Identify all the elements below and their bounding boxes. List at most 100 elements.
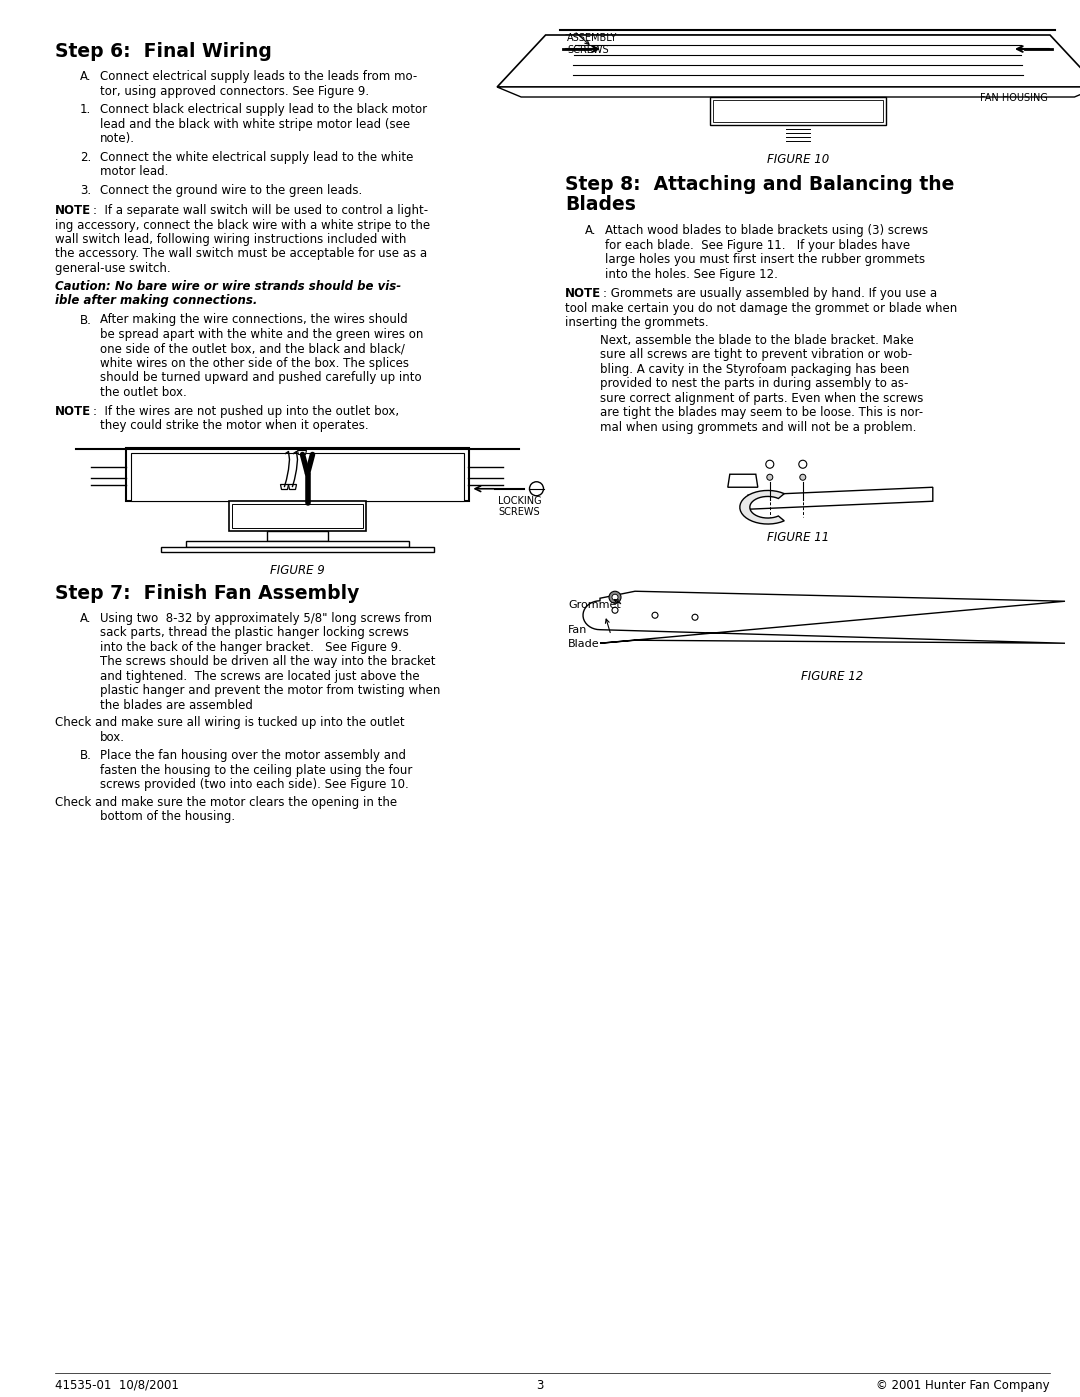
Text: The screws should be driven all the way into the bracket: The screws should be driven all the way …: [100, 655, 435, 668]
Circle shape: [609, 591, 621, 604]
Text: A.: A.: [585, 225, 596, 237]
Text: LOCKING: LOCKING: [499, 496, 542, 506]
Circle shape: [652, 612, 658, 619]
Text: motor lead.: motor lead.: [100, 165, 168, 177]
Polygon shape: [497, 87, 1080, 96]
Text: into the holes. See Figure 12.: into the holes. See Figure 12.: [605, 268, 778, 281]
Text: box.: box.: [100, 731, 125, 743]
Text: FAN HOUSING: FAN HOUSING: [981, 94, 1048, 103]
Text: Next, assemble the blade to the blade bracket. Make: Next, assemble the blade to the blade br…: [600, 334, 914, 346]
Bar: [710, 96, 886, 124]
Polygon shape: [557, 35, 1038, 80]
Text: Step 6:  Final Wiring: Step 6: Final Wiring: [55, 42, 272, 61]
Circle shape: [767, 474, 773, 481]
Text: SCREWS: SCREWS: [567, 45, 609, 54]
Polygon shape: [583, 591, 1065, 643]
Text: white wires on the other side of the box. The splices: white wires on the other side of the box…: [100, 358, 409, 370]
Text: fasten the housing to the ceiling plate using the four: fasten the housing to the ceiling plate …: [100, 764, 413, 777]
Text: the blades are assembled: the blades are assembled: [100, 698, 253, 711]
Text: Grommet: Grommet: [568, 601, 621, 610]
Text: sack parts, thread the plastic hanger locking screws: sack parts, thread the plastic hanger lo…: [100, 626, 409, 640]
Text: FIGURE 10: FIGURE 10: [767, 154, 829, 166]
Text: and tightened.  The screws are located just above the: and tightened. The screws are located ju…: [100, 669, 420, 683]
Text: inserting the grommets.: inserting the grommets.: [565, 316, 708, 330]
Text: 3.: 3.: [80, 183, 91, 197]
Polygon shape: [728, 474, 758, 488]
Text: Blades: Blades: [565, 196, 636, 214]
Text: Blade: Blade: [568, 640, 599, 650]
Text: 1.: 1.: [80, 103, 91, 116]
Text: wall switch lead, following wiring instructions included with: wall switch lead, following wiring instr…: [55, 233, 406, 246]
Text: FIGURE 9: FIGURE 9: [270, 564, 325, 577]
Text: Using two  8-32 by approximately 5/8" long screws from: Using two 8-32 by approximately 5/8" lon…: [100, 612, 432, 624]
Text: tool make certain you do not damage the grommet or blade when: tool make certain you do not damage the …: [565, 302, 957, 314]
Text: be spread apart with the white and the green wires on: be spread apart with the white and the g…: [100, 328, 423, 341]
Text: lead and the black with white stripe motor lead (see: lead and the black with white stripe mot…: [100, 117, 410, 130]
Text: Connect electrical supply leads to the leads from mo-: Connect electrical supply leads to the l…: [100, 70, 417, 82]
Polygon shape: [497, 35, 1080, 87]
Text: screws provided (two into each side). See Figure 10.: screws provided (two into each side). Se…: [100, 778, 408, 791]
Text: the accessory. The wall switch must be acceptable for use as a: the accessory. The wall switch must be a…: [55, 247, 427, 260]
Text: NOTE: NOTE: [55, 204, 91, 217]
Text: NOTE: NOTE: [55, 405, 91, 418]
Text: Attach wood blades to blade brackets using (3) screws: Attach wood blades to blade brackets usi…: [605, 225, 928, 237]
Circle shape: [692, 615, 698, 620]
Text: Connect black electrical supply lead to the black motor: Connect black electrical supply lead to …: [100, 103, 427, 116]
Text: Fan: Fan: [568, 626, 588, 636]
Text: one side of the outlet box, and the black and black/: one side of the outlet box, and the blac…: [100, 342, 405, 355]
Circle shape: [529, 482, 543, 496]
Circle shape: [612, 608, 618, 613]
Text: SCREWS: SCREWS: [499, 507, 540, 517]
Text: note).: note).: [100, 131, 135, 145]
Polygon shape: [281, 485, 288, 489]
Circle shape: [612, 594, 618, 601]
Circle shape: [800, 474, 806, 481]
Text: 2.: 2.: [80, 151, 91, 163]
Text: © 2001 Hunter Fan Company: © 2001 Hunter Fan Company: [876, 1379, 1050, 1391]
Text: ible after making connections.: ible after making connections.: [55, 293, 257, 307]
Text: for each blade.  See Figure 11.   If your blades have: for each blade. See Figure 11. If your b…: [605, 239, 910, 251]
Bar: [267, 531, 328, 541]
Circle shape: [1017, 43, 1029, 54]
Text: After making the wire connections, the wires should: After making the wire connections, the w…: [100, 313, 408, 327]
Bar: [713, 101, 883, 122]
Bar: [161, 546, 434, 552]
Text: ing accessory, connect the black wire with a white stripe to the: ing accessory, connect the black wire wi…: [55, 218, 430, 232]
Text: Connect the ground wire to the green leads.: Connect the ground wire to the green lea…: [100, 183, 362, 197]
Text: 3: 3: [537, 1379, 543, 1391]
Text: general-use switch.: general-use switch.: [55, 263, 171, 275]
Circle shape: [586, 43, 598, 54]
Text: NOTE: NOTE: [565, 288, 602, 300]
Text: plastic hanger and prevent the motor from twisting when: plastic hanger and prevent the motor fro…: [100, 685, 441, 697]
Text: Caution: No bare wire or wire strands should be vis-: Caution: No bare wire or wire strands sh…: [55, 279, 401, 292]
Circle shape: [799, 460, 807, 468]
Circle shape: [766, 460, 773, 468]
Text: tor, using approved connectors. See Figure 9.: tor, using approved connectors. See Figu…: [100, 84, 369, 98]
Text: sure all screws are tight to prevent vibration or wob-: sure all screws are tight to prevent vib…: [600, 348, 913, 362]
Text: 41535-01  10/8/2001: 41535-01 10/8/2001: [55, 1379, 179, 1391]
Text: Check and make sure the motor clears the opening in the: Check and make sure the motor clears the…: [55, 796, 397, 809]
Polygon shape: [297, 450, 307, 454]
Polygon shape: [740, 490, 784, 524]
Text: :  If the wires are not pushed up into the outlet box,: : If the wires are not pushed up into th…: [93, 405, 400, 418]
Text: Place the fan housing over the motor assembly and: Place the fan housing over the motor ass…: [100, 749, 406, 763]
Text: A.: A.: [80, 70, 92, 82]
Text: bling. A cavity in the Styrofoam packaging has been: bling. A cavity in the Styrofoam packagi…: [600, 363, 909, 376]
Bar: [229, 500, 366, 531]
Text: bottom of the housing.: bottom of the housing.: [100, 810, 235, 823]
Text: B.: B.: [80, 313, 92, 327]
Text: : Grommets are usually assembled by hand. If you use a: : Grommets are usually assembled by hand…: [603, 288, 937, 300]
Text: Step 8:  Attaching and Balancing the: Step 8: Attaching and Balancing the: [565, 175, 955, 194]
Text: ASSEMBLY: ASSEMBLY: [567, 34, 618, 43]
Text: provided to nest the parts in during assembly to as-: provided to nest the parts in during ass…: [600, 377, 908, 390]
Text: into the back of the hanger bracket.   See Figure 9.: into the back of the hanger bracket. See…: [100, 641, 402, 654]
Text: should be turned upward and pushed carefully up into: should be turned upward and pushed caref…: [100, 372, 421, 384]
Text: sure correct alignment of parts. Even when the screws: sure correct alignment of parts. Even wh…: [600, 391, 923, 405]
Text: A.: A.: [80, 612, 92, 624]
Text: are tight the blades may seem to be loose. This is nor-: are tight the blades may seem to be loos…: [600, 407, 923, 419]
Text: FIGURE 12: FIGURE 12: [800, 671, 863, 683]
Text: they could strike the motor when it operates.: they could strike the motor when it oper…: [100, 419, 368, 432]
Text: Step 7:  Finish Fan Assembly: Step 7: Finish Fan Assembly: [55, 584, 360, 602]
Text: B.: B.: [80, 749, 92, 763]
Bar: [232, 504, 363, 528]
